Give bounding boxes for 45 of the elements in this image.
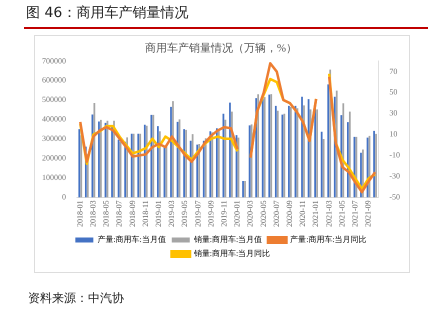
x-tick-label: 2018-03: [88, 200, 98, 228]
x-tick-label: 2020-03: [246, 200, 255, 228]
x-tick-label: 2021-05: [337, 200, 346, 228]
x-tick-label: 2019-03: [167, 200, 176, 228]
y-tick-label: 300000: [42, 134, 66, 144]
x-tick-label: 2020-07: [272, 200, 281, 228]
x-tick-label: 2018-11: [140, 200, 150, 227]
legend-label: 产量:商用车:当月值: [97, 235, 166, 244]
y2-tick-label: -30: [389, 171, 400, 180]
legend-label: 销量:商用车:当月值: [192, 235, 262, 244]
y-tick-label: 600000: [42, 76, 66, 85]
x-tick-label: 2019-09: [206, 200, 216, 228]
y-tick-label: 500000: [42, 95, 66, 104]
x-tick-label: 2018-01: [75, 200, 84, 228]
y2-tick-label: 70: [389, 66, 398, 76]
x-tick-label: 2018-05: [102, 200, 111, 228]
x-tick-label: 2019-11: [219, 200, 228, 227]
x-tick-label: 2021-07: [350, 200, 360, 228]
y2-tick-label: 50: [389, 88, 398, 97]
x-tick-label: 2021-01: [311, 200, 320, 228]
legend-label: 销量:商用车:当月同比: [192, 249, 270, 258]
y2-tick-label: 10: [389, 130, 398, 139]
x-tick-label: 2019-01: [154, 200, 163, 228]
x-tick-label: 2018-09: [128, 200, 137, 228]
y-tick-label: 400000: [42, 114, 66, 124]
y-tick-label: 0: [62, 192, 66, 202]
y2-tick-label: -50: [389, 192, 400, 202]
y-tick-label: 700000: [42, 56, 66, 66]
x-tick-label: 2020-09: [284, 200, 294, 228]
x-tick-label: 2020-11: [298, 200, 308, 227]
chart-subtitle: 商用车产销量情况（万辆，%）: [144, 41, 298, 54]
text: 资料来源：中汽协: [28, 290, 124, 307]
y-tick-label: 200000: [42, 154, 66, 163]
x-tick-label: 2021-09: [364, 200, 373, 228]
y2-tick-label: 30: [389, 108, 398, 118]
x-tick-label: 2019-07: [193, 200, 202, 228]
x-tick-label: 2018-07: [114, 200, 124, 228]
x-tick-label: 2020-05: [258, 200, 268, 228]
x-tick-label: 2020-01: [232, 200, 242, 228]
y-tick-label: 100000: [42, 172, 66, 182]
x-tick-label: 2019-05: [180, 200, 190, 228]
chart-title: 图 46：商用车产销量情况: [26, 4, 188, 22]
y2-tick-label: -10: [389, 150, 400, 160]
x-tick-label: 2021-03: [324, 200, 334, 228]
legend-label: 产量:商用车:当月同比: [290, 235, 367, 244]
